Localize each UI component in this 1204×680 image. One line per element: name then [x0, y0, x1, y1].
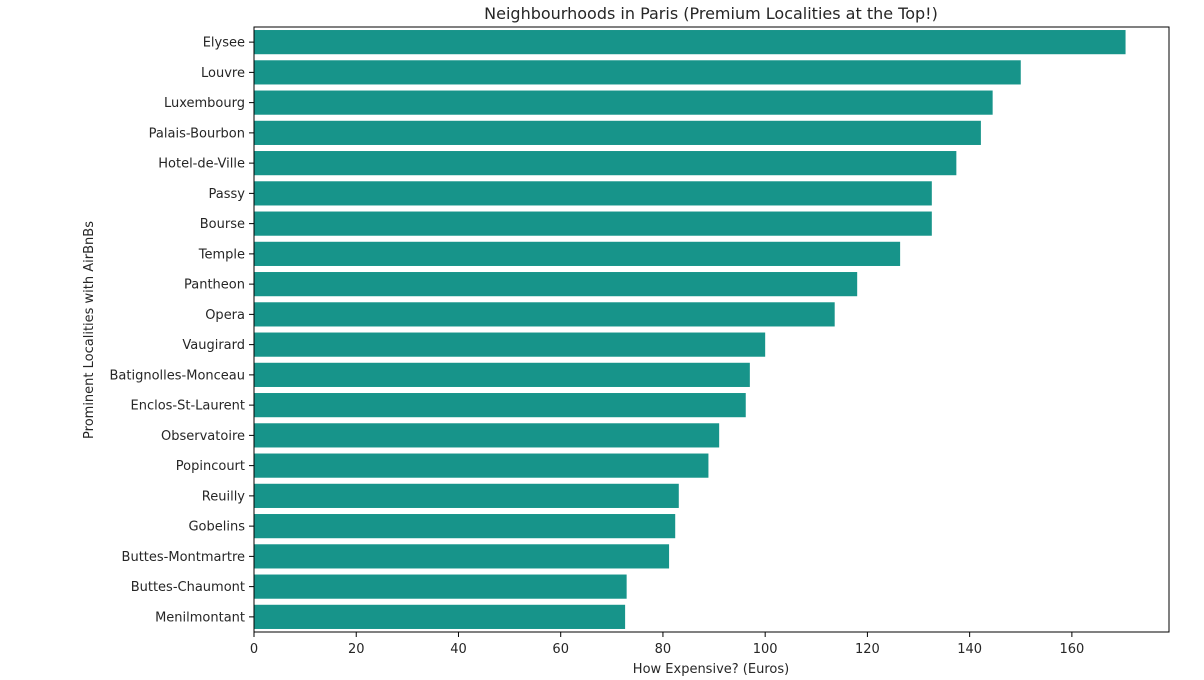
x-tick-label: 140 [957, 642, 982, 657]
x-tick-label: 40 [450, 642, 467, 657]
bar-vaugirard [254, 332, 766, 357]
bar-batignolles-monceau [254, 362, 750, 387]
y-axis: Elysee Louvre Luxembourg Palais-Bourbon Hote… [110, 36, 254, 625]
y-tick-label: Hotel-de-Ville [158, 157, 245, 172]
y-tick-label: Temple [198, 247, 245, 262]
bar-menilmontant [254, 604, 626, 629]
y-tick-label: Enclos-St-Laurent [130, 399, 245, 414]
y-tick-label: Passy [209, 187, 246, 202]
bar-popincourt [254, 453, 709, 478]
x-tick-label: 120 [855, 642, 880, 657]
bar-buttes-montmartre [254, 544, 670, 569]
y-tick-label: Bourse [200, 217, 245, 232]
y-tick-label: Louvre [201, 66, 245, 81]
bar-luxembourg [254, 90, 993, 115]
bar-elysee [254, 30, 1126, 55]
y-tick-label: Opera [205, 308, 245, 323]
bar-observatoire [254, 423, 720, 448]
chart-title: Neighbourhoods in Paris (Premium Localit… [484, 4, 938, 23]
bar-passy [254, 181, 932, 206]
y-tick-label: Luxembourg [164, 96, 245, 111]
bar-bourse [254, 211, 932, 236]
y-tick-label: Popincourt [176, 459, 245, 474]
bar-gobelins [254, 514, 676, 539]
x-tick-label: 0 [250, 642, 258, 657]
y-tick-label: Vaugirard [182, 338, 245, 353]
bar-reuilly [254, 483, 679, 508]
y-tick-label: Batignolles-Monceau [110, 368, 245, 383]
y-tick-label: Palais-Bourbon [149, 126, 245, 141]
x-tick-label: 80 [655, 642, 672, 657]
bars-group [254, 30, 1126, 629]
bar-enclos-st-laurent [254, 393, 746, 418]
y-tick-label: Buttes-Chaumont [131, 580, 245, 595]
bar-hotel-de-ville [254, 151, 957, 176]
x-axis-label: How Expensive? (Euros) [633, 662, 789, 677]
x-tick-label: 60 [552, 642, 569, 657]
x-tick-label: 160 [1059, 642, 1084, 657]
y-axis-label: Prominent Localities with AirBnBs [82, 221, 97, 439]
y-tick-label: Gobelins [188, 520, 245, 535]
y-tick-label: Buttes-Montmartre [122, 550, 245, 565]
bar-pantheon [254, 272, 858, 297]
y-tick-label: Reuilly [202, 489, 246, 504]
x-tick-label: 100 [753, 642, 778, 657]
bar-louvre [254, 60, 1021, 85]
bar-palais-bourbon [254, 120, 981, 145]
y-tick-label: Pantheon [184, 278, 245, 293]
y-tick-label: Observatoire [161, 429, 245, 444]
bar-temple [254, 241, 901, 266]
bar-buttes-chaumont [254, 574, 627, 599]
y-tick-label: Menilmontant [155, 610, 245, 625]
x-axis: 0 20 40 60 80 100 120 140 160 [250, 632, 1084, 657]
plot-frame [253, 26, 1170, 633]
y-tick-label: Elysee [203, 36, 245, 51]
bar-opera [254, 302, 835, 327]
x-tick-label: 20 [348, 642, 365, 657]
